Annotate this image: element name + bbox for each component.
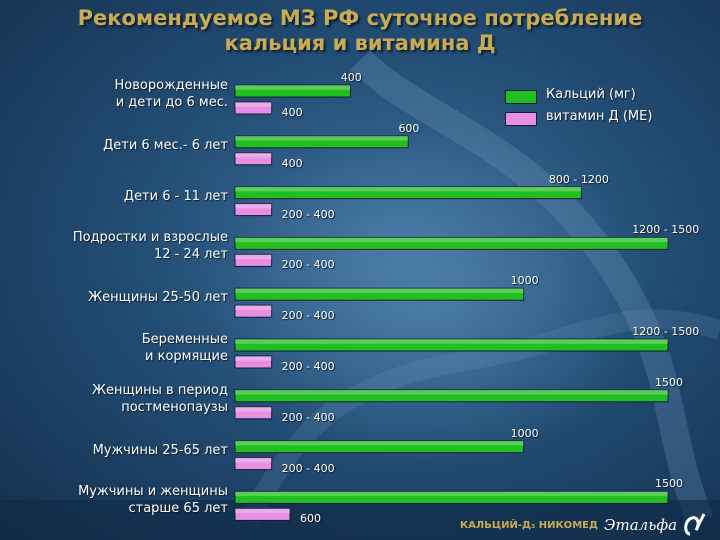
data-label-vitamin-d: 200 - 400	[281, 410, 335, 424]
category-label: Женщины 25-50 лет	[88, 290, 228, 306]
brand-logo-text: Этальфа	[604, 516, 678, 534]
legend-swatch-vitamin-d	[505, 112, 537, 126]
bar-vitamin-d	[234, 203, 273, 217]
data-label-vitamin-d: 200 - 400	[281, 309, 335, 323]
bar-calcium	[234, 440, 525, 454]
bar-vitamin-d	[234, 406, 273, 420]
data-label-vitamin-d: 200 - 400	[281, 207, 335, 221]
footer-product-name: КАЛЬЦИЙ-Д₃ НИКОМЕД	[460, 520, 598, 531]
data-label-vitamin-d: 600	[300, 512, 321, 526]
bar-vitamin-d-highlight	[235, 305, 272, 310]
bar-calcium	[234, 287, 525, 301]
bar-vitamin-d-highlight	[235, 356, 272, 361]
bar-calcium-highlight	[235, 85, 351, 90]
bar-calcium	[234, 490, 669, 504]
bar-vitamin-d	[234, 101, 273, 115]
data-label-vitamin-d: 400	[281, 156, 303, 170]
bar-calcium	[234, 236, 669, 250]
bar-calcium-highlight	[235, 389, 668, 395]
bar-calcium	[234, 84, 351, 98]
bar-vitamin-d-highlight	[235, 254, 272, 260]
category-label: Дети 6 мес.- 6 лет	[103, 137, 228, 153]
bar-vitamin-d	[234, 152, 273, 166]
category-label: Дети 6 - 11 лет	[123, 188, 228, 204]
bar-vitamin-d-highlight	[235, 457, 272, 463]
data-label-vitamin-d: 400	[281, 106, 303, 119]
bar-vitamin-d-highlight	[235, 406, 272, 412]
legend-label-calcium: Кальций (мг)	[546, 87, 636, 102]
category-label: Женщины в период постменопаузы	[91, 382, 228, 415]
bar-vitamin-d	[234, 457, 273, 471]
chart-title-line1: Рекомендуемое МЗ РФ суточное потребление	[77, 6, 643, 30]
bar-calcium-highlight	[235, 288, 524, 293]
bar-vitamin-d-highlight	[235, 152, 272, 158]
bar-vitamin-d	[234, 304, 273, 318]
data-label-calcium: 1000	[510, 274, 539, 288]
bar-calcium	[234, 389, 669, 403]
bar-vitamin-d-highlight	[235, 102, 272, 107]
legend-swatch-calcium	[505, 90, 537, 104]
bar-vitamin-d	[234, 253, 273, 267]
data-label-calcium: 1000	[510, 426, 539, 440]
bar-vitamin-d-highlight	[235, 508, 290, 514]
chart-title-line2: кальция и витамина Д	[224, 31, 496, 55]
bar-vitamin-d	[234, 355, 273, 369]
bar-calcium-highlight	[235, 491, 668, 497]
bar-calcium-highlight	[235, 237, 668, 243]
bar-calcium-highlight	[235, 186, 582, 192]
category-label: Новорожденные и дети до 6 мес.	[114, 78, 228, 110]
data-label-calcium: 1500	[655, 477, 683, 491]
data-label-calcium: 1200 - 1500	[632, 223, 700, 237]
data-label-calcium: 600	[398, 121, 420, 135]
data-label-vitamin-d: 200 - 400	[281, 461, 335, 475]
data-label-calcium: 400	[340, 71, 362, 84]
data-label-calcium: 800 - 1200	[548, 172, 609, 186]
bar-calcium	[234, 338, 669, 352]
chart-title: Рекомендуемое МЗ РФ суточное потребление…	[0, 6, 720, 56]
data-label-calcium: 1500	[655, 375, 683, 389]
bar-calcium-highlight	[235, 135, 409, 141]
data-label-vitamin-d: 200 - 400	[281, 360, 335, 373]
brand-logo: Этальфа	[604, 512, 714, 538]
category-label: Мужчины 25-65 лет	[92, 442, 228, 458]
category-label: Мужчины и женщины старше 65 лет	[78, 484, 228, 517]
legend-label-vitamin-d: витамин Д (МЕ)	[546, 109, 653, 124]
bar-calcium-highlight	[235, 339, 668, 344]
bar-vitamin-d	[234, 507, 291, 521]
category-label: Подростки и взрослые 12 - 24 лет	[72, 230, 228, 263]
data-label-calcium: 1200 - 1500	[632, 325, 700, 338]
bar-calcium-highlight	[235, 440, 524, 446]
category-label: Беременные и кормящие	[141, 332, 228, 364]
data-label-vitamin-d: 200 - 400	[281, 258, 335, 272]
bar-calcium	[234, 135, 409, 149]
bar-calcium	[234, 186, 582, 200]
bar-vitamin-d-highlight	[235, 203, 272, 209]
brand-logo-icon	[684, 513, 706, 536]
